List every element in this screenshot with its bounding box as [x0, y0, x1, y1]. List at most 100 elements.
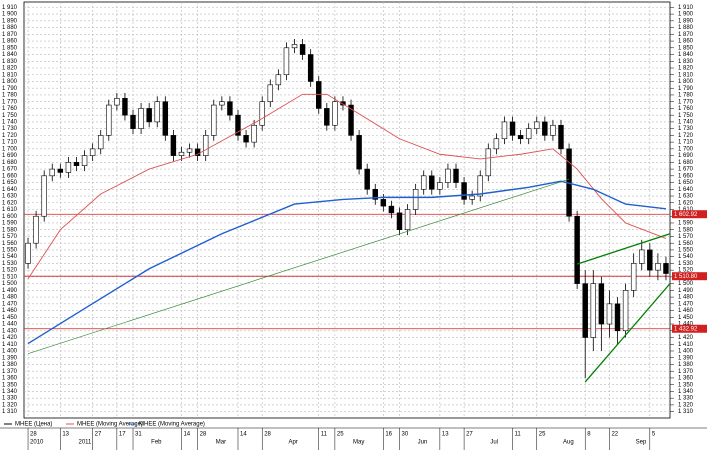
y2-tick-label: 1 820	[678, 66, 694, 72]
candle-body	[348, 104, 354, 136]
y-tick-label: 1 700	[2, 146, 18, 152]
y-tick-label: 1 750	[2, 113, 18, 119]
moving-average	[27, 93, 667, 280]
y2-tick-label: 1 440	[678, 322, 694, 328]
candle-body	[267, 84, 274, 102]
y-tick-label: 1 440	[2, 322, 18, 328]
y-tick-label: 1 480	[2, 295, 18, 301]
y-tick-label: 1 470	[2, 301, 18, 307]
candle-body	[445, 168, 451, 183]
y-tick-label: 1 370	[2, 369, 18, 375]
y-tick-label: 1 870	[2, 32, 18, 38]
candle-body	[211, 104, 217, 136]
y2-tick-label: 1 800	[678, 79, 694, 85]
y-tick-label: 1 790	[2, 86, 18, 92]
candle-body	[630, 263, 637, 291]
y2-tick-label: 1 740	[678, 119, 694, 125]
y2-tick-label: 1 710	[678, 140, 694, 146]
level-label-box	[672, 272, 707, 281]
candle-body	[501, 121, 508, 140]
x-major-label: May	[353, 440, 364, 446]
candle-body	[259, 101, 265, 126]
x-tick-label: 22	[611, 432, 618, 438]
y2-tick-label: 1 880	[678, 25, 694, 31]
x-tick-label: 28	[30, 432, 37, 438]
candle-body	[574, 215, 580, 284]
y-tick-label: 1 630	[2, 194, 18, 200]
y2-tick-label: 1 490	[678, 288, 694, 294]
candle-body	[534, 121, 540, 129]
y-tick-label: 1 390	[2, 355, 18, 361]
x-tick-label: 13	[62, 432, 69, 438]
y-tick-label: 1 820	[2, 66, 18, 72]
candle-body	[639, 249, 645, 264]
y2-tick-label: 1 650	[678, 180, 694, 186]
candle-body	[558, 124, 564, 150]
x-major-label: Feb	[151, 440, 162, 446]
y-tick-label: 1 410	[2, 342, 18, 348]
y2-tick-label: 1 460	[678, 308, 694, 314]
y-tick-label: 1 380	[2, 362, 18, 368]
y-tick-label: 1 490	[2, 288, 18, 294]
y2-tick-label: 1 320	[678, 402, 694, 408]
level-label: 1 432.92	[674, 326, 698, 332]
x-tick-label: 8	[587, 432, 591, 438]
y2-tick-label: 1 870	[678, 32, 694, 38]
y2-tick-label: 1 760	[678, 106, 694, 112]
y2-tick-label: 1 540	[678, 254, 694, 260]
candle-body	[89, 148, 96, 156]
y2-tick-label: 1 580	[678, 227, 694, 233]
level-label-box	[672, 210, 707, 219]
y2-tick-label: 1 500	[678, 281, 694, 287]
candle-body	[307, 54, 314, 82]
candle-body	[655, 263, 661, 271]
y2-tick-label: 1 360	[678, 376, 694, 382]
y-tick-label: 1 560	[2, 241, 18, 247]
candle-body	[154, 101, 160, 123]
x-major-label: Apr	[288, 440, 297, 446]
x-tick-label: 17	[119, 432, 126, 438]
candle-body	[122, 98, 128, 116]
y2-tick-label: 1 570	[678, 234, 694, 240]
candle-body	[283, 47, 290, 76]
y2-tick-label: 1 380	[678, 362, 694, 368]
y-tick-label: 1 530	[2, 261, 18, 267]
x-tick-label: 27	[95, 432, 102, 438]
candle-body	[57, 168, 64, 173]
x-tick-label: 13	[442, 432, 449, 438]
y-tick-label: 1 400	[2, 349, 18, 355]
y2-tick-label: 1 830	[678, 59, 694, 65]
legend-label: MHEE (Цена)	[15, 422, 52, 428]
y-tick-label: 1 810	[2, 72, 18, 78]
candle-body	[219, 101, 225, 106]
x-major-label: 2011	[78, 440, 92, 446]
x-tick-label: 28	[200, 432, 207, 438]
y2-tick-label: 1 450	[678, 315, 694, 321]
moving-average	[27, 180, 667, 345]
candle-body	[275, 74, 282, 86]
x-major-label: Aug	[563, 440, 574, 446]
y2-tick-label: 1 560	[678, 241, 694, 247]
y2-tick-label: 1 720	[678, 133, 694, 139]
y-tick-label: 1 890	[2, 18, 18, 24]
candle-body	[146, 108, 152, 123]
y-tick-label: 1 640	[2, 187, 18, 193]
y2-tick-label: 1 480	[678, 295, 694, 301]
y-tick-label: 1 660	[2, 173, 18, 179]
y-tick-label: 1 520	[2, 268, 18, 274]
y-tick-label: 1 720	[2, 133, 18, 139]
y-tick-label: 1 550	[2, 248, 18, 254]
candle-body	[404, 209, 411, 231]
y2-tick-label: 1 410	[678, 342, 694, 348]
y-tick-label: 1 910	[2, 5, 18, 11]
y2-tick-label: 1 860	[678, 39, 694, 45]
y-tick-label: 1 460	[2, 308, 18, 314]
y-tick-label: 1 450	[2, 315, 18, 321]
y-tick-label: 1 710	[2, 140, 18, 146]
x-tick-label: 14	[183, 432, 190, 438]
candle-body	[453, 168, 459, 183]
y-tick-label: 1 770	[2, 99, 18, 105]
candle-body	[251, 124, 257, 143]
y2-tick-label: 1 700	[678, 146, 694, 152]
trendline	[27, 178, 570, 355]
